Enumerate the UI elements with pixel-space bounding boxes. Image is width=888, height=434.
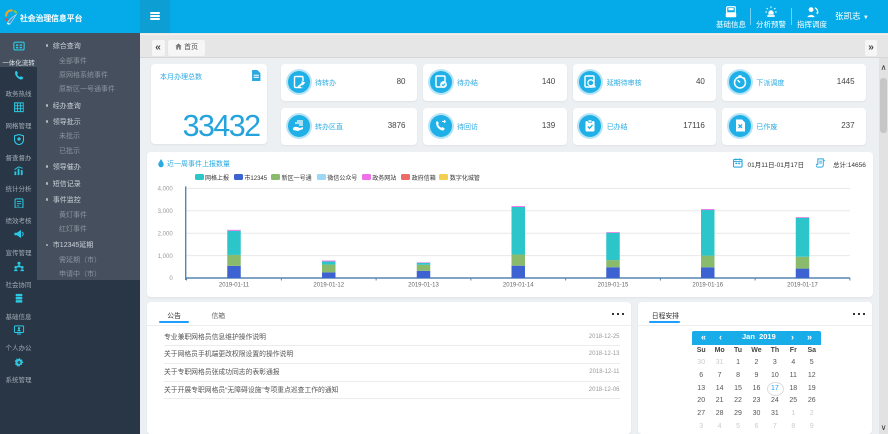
svg-text:2019-01-13: 2019-01-13 [408, 283, 439, 289]
svg-text:2019-01-11: 2019-01-11 [219, 283, 250, 289]
svg-text:4,000: 4,000 [158, 187, 174, 193]
svg-text:1,000: 1,000 [158, 254, 174, 260]
svg-text:0: 0 [169, 276, 173, 282]
svg-text:3,000: 3,000 [158, 209, 174, 215]
svg-text:2019-01-12: 2019-01-12 [313, 283, 344, 289]
svg-text:2019-01-16: 2019-01-16 [692, 283, 723, 289]
svg-text:2019-01-14: 2019-01-14 [503, 283, 534, 289]
svg-text:2019-01-15: 2019-01-15 [598, 283, 629, 289]
svg-text:2019-01-17: 2019-01-17 [787, 283, 818, 289]
svg-text:2,000: 2,000 [158, 231, 174, 237]
